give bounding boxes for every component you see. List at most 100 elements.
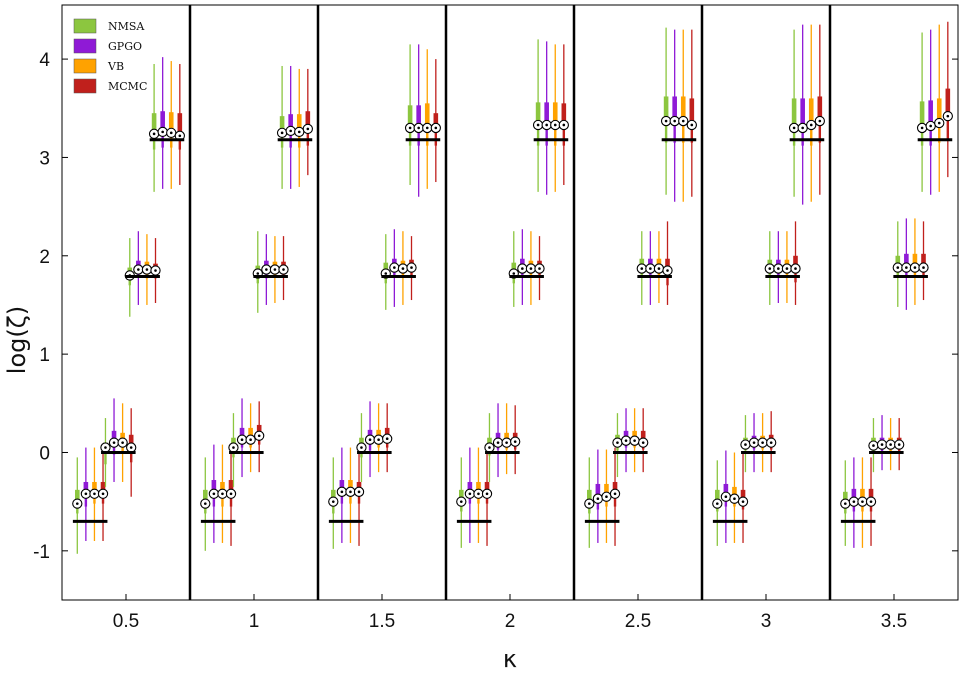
box-upper (640, 430, 646, 443)
box-upper (586, 489, 592, 504)
box-upper (921, 253, 926, 268)
legend-label: GPGO (108, 40, 142, 53)
box-lower (673, 121, 676, 143)
box-upper (202, 489, 208, 504)
box-vb (678, 29, 689, 202)
box-lower (929, 125, 932, 146)
box-vb (885, 418, 896, 471)
box-lower (613, 493, 617, 507)
median-dot (529, 267, 533, 270)
box-vb (909, 218, 921, 305)
x-tick-label: 2.5 (625, 611, 651, 632)
box-upper (732, 486, 737, 499)
box-vb (934, 24, 945, 192)
x-axis-label: κ (503, 645, 517, 673)
median-dot (477, 492, 480, 496)
box-mcmc (481, 447, 493, 546)
median-dot (673, 119, 676, 123)
box-upper (945, 88, 951, 117)
box-upper (433, 113, 439, 128)
box-vb (473, 447, 484, 543)
x-tick-label: 2 (505, 611, 516, 632)
median-dot (768, 267, 772, 270)
box-lower (417, 127, 420, 146)
box-mcmc (430, 59, 441, 183)
box-upper (168, 112, 174, 133)
box-gpgo (620, 408, 632, 473)
median-dot (129, 446, 133, 449)
median-dot (605, 495, 608, 499)
box-nmsa (840, 460, 851, 546)
median-dot (256, 272, 260, 275)
x-tick-label: 0.5 (113, 611, 139, 632)
box-lower (426, 127, 429, 146)
median-dot (905, 266, 908, 269)
box-mcmc (278, 236, 289, 301)
median-dot (112, 441, 116, 444)
legend-swatch (73, 58, 97, 74)
box-mcmc (737, 452, 749, 543)
median-dot (801, 126, 804, 130)
box-upper (860, 488, 865, 502)
box-gpgo (669, 29, 680, 202)
median-dot (809, 123, 813, 127)
median-dot (203, 502, 207, 505)
box-gpgo (773, 231, 784, 303)
box-upper (868, 488, 874, 502)
box-mcmc (150, 238, 161, 303)
box-gpgo (236, 398, 248, 478)
box-nmsa (712, 460, 723, 546)
y-tick-label: 1 (39, 345, 50, 366)
median-dot (178, 134, 182, 138)
median-dot (641, 441, 645, 444)
box-upper (851, 488, 857, 502)
box-lower (690, 124, 694, 143)
box-lower (801, 127, 804, 146)
median-dot (280, 131, 284, 135)
box-nmsa (584, 457, 595, 548)
median-dot (741, 500, 745, 503)
box-upper (296, 114, 302, 132)
box-nmsa (328, 457, 339, 549)
box-nmsa (148, 64, 160, 192)
median-dot (282, 268, 285, 271)
box-upper (800, 98, 805, 128)
box-upper (808, 98, 814, 125)
median-dot (889, 443, 892, 446)
median-dot (410, 266, 413, 269)
box-gpgo (517, 229, 528, 305)
box-upper (256, 424, 262, 436)
box-upper (467, 481, 473, 494)
median-dot (613, 492, 617, 496)
box-upper (817, 96, 823, 122)
box-upper (672, 96, 677, 122)
box-upper (936, 98, 942, 124)
box-lower (682, 121, 685, 143)
median-dot (425, 126, 429, 130)
median-dot (538, 267, 541, 270)
box-upper (92, 481, 97, 494)
box-vb (89, 447, 100, 541)
median-dot (513, 440, 517, 443)
median-dot (360, 446, 363, 449)
box-lower (129, 447, 133, 463)
box-nmsa (636, 231, 647, 305)
box-mcmc (918, 221, 929, 301)
median-dot (724, 495, 728, 499)
box-nmsa (200, 457, 211, 551)
y-tick-label: 0 (39, 443, 50, 464)
median-dot (393, 266, 396, 269)
box-mcmc (686, 29, 697, 197)
box-upper (665, 258, 670, 271)
median-dot (861, 500, 864, 503)
box-upper (912, 253, 918, 268)
box-upper (348, 480, 353, 492)
box-lower (810, 124, 813, 146)
median-dot (306, 127, 310, 131)
median-dot (154, 269, 157, 272)
box-gpgo (157, 57, 168, 189)
box-lower (920, 127, 924, 146)
median-dot (101, 492, 105, 496)
box-lower (554, 124, 557, 146)
median-dot (384, 272, 388, 275)
